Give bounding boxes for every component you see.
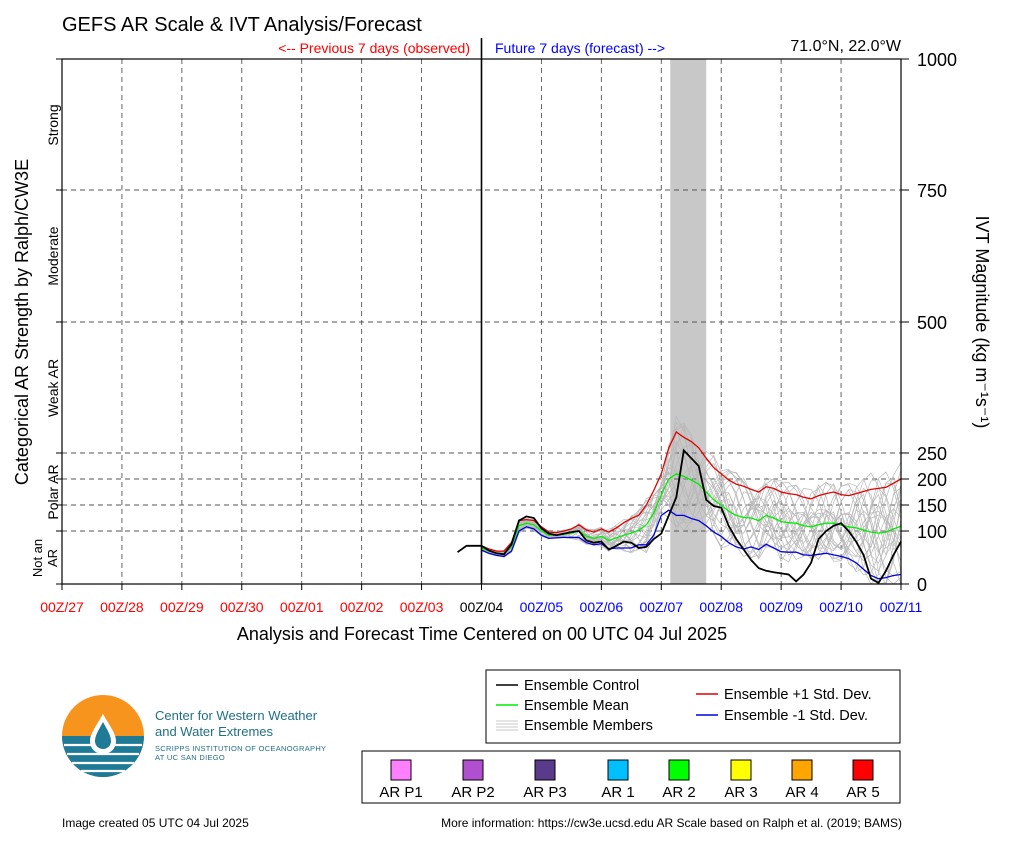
legend-mean-label: Ensemble Mean [524, 698, 629, 714]
ensemble-member-line [481, 450, 902, 563]
x-tick-label: 00Z/09 [759, 599, 803, 615]
x-tick-label: 00Z/10 [819, 599, 863, 615]
x-tick-label: 00Z/02 [340, 599, 384, 615]
location-label: 71.0°N, 22.0°W [790, 38, 902, 55]
ar-scale-swatch [390, 759, 412, 781]
logo-drop-inner [95, 722, 111, 749]
legend-members-swatch [496, 720, 518, 731]
x-tick-label: 00Z/27 [40, 599, 84, 615]
ensemble-minus-std-line [481, 509, 902, 580]
ar-scale-swatch [668, 759, 690, 781]
ensemble-control-line [456, 448, 902, 585]
logo-water [62, 736, 144, 777]
ar-scale-items: AR P1 AR P2 AR P3 AR 1 AR 2 AR 3 AR 4 AR 5 [379, 759, 880, 801]
cw3e-logo [62, 695, 144, 777]
ar-scale-legend: AR P1 AR P2 AR P3 AR 1 AR 2 AR 3 AR 4 AR 5 [361, 750, 901, 804]
org-name: Center for Western Weather and Water Ext… [155, 708, 317, 740]
x-tick-label: 00Z/07 [639, 599, 683, 615]
y-tick-label: 100 [917, 522, 947, 542]
category-label: Weak AR [45, 359, 61, 417]
ar-scale-label: AR P1 [379, 784, 422, 801]
x-axis-label: Analysis and Forecast Time Centered on 0… [237, 624, 727, 644]
x-tick-label: 00Z/08 [699, 599, 743, 615]
x-tick-label: 00Z/06 [580, 599, 624, 615]
left-axis-label: Categorical AR Strength by Ralph/CW3E [12, 159, 32, 485]
y-tick-label: 1000 [917, 50, 957, 70]
legend-plus-std-label: Ensemble +1 Std. Dev. [724, 687, 872, 703]
ensemble-legend-box [485, 669, 901, 744]
legend-minus-std-label: Ensemble -1 Std. Dev. [724, 708, 868, 724]
image-created-label: Image created 05 UTC 04 Jul 2025 [62, 816, 249, 830]
org-name-line2: and Water Extremes [155, 724, 274, 739]
ar-scale-label: AR 5 [846, 784, 879, 801]
y-tick-label: 500 [917, 313, 947, 333]
y-tick-label: 200 [917, 470, 947, 490]
ensemble-member-line [481, 415, 902, 585]
ar-scale-label: AR 3 [724, 784, 757, 801]
x-tick-label: 00Z/28 [100, 599, 144, 615]
org-name-line1: Center for Western Weather [155, 708, 318, 723]
category-label: Polar AR [45, 464, 61, 519]
x-tick-label: 00Z/04 [460, 599, 504, 615]
ar-scale-swatch [607, 759, 629, 781]
y-tick-label: 150 [917, 496, 947, 516]
ar-scale-label: AR P3 [523, 784, 566, 801]
chart-title: GEFS AR Scale & IVT Analysis/Forecast [62, 14, 422, 36]
y-tick-label: 250 [917, 444, 947, 464]
ar-scale-label: AR P2 [451, 784, 494, 801]
ar-scale-label: AR 1 [601, 784, 634, 801]
category-label-not-ar-line1: Not an [30, 539, 45, 577]
category-label: Moderate [45, 226, 61, 285]
category-label: Strong [45, 104, 61, 145]
ar-scale-swatch [462, 759, 484, 781]
org-sub-line1: SCRIPPS INSTITUTION OF OCEANOGRAPHY [155, 744, 327, 753]
ar-scale-swatch [791, 759, 813, 781]
x-tick-label: 00Z/29 [160, 599, 204, 615]
ensemble-member-line [481, 426, 902, 564]
ar-scale-swatch [730, 759, 752, 781]
x-tick-label: 00Z/01 [280, 599, 324, 615]
plot-layer: Strong Moderate Weak AR Polar AR Not an AR 00Z… [30, 38, 957, 615]
y-tick-label: 750 [917, 181, 947, 201]
x-tick-label: 00Z/05 [520, 599, 564, 615]
category-label-not-ar-line2: AR [45, 549, 60, 567]
ensemble-legend: Ensemble Control Ensemble Mean Ensemble … [485, 669, 901, 744]
ar-scale-label: AR 2 [662, 784, 695, 801]
right-axis-label: IVT Magnitude (kg m⁻¹s⁻¹) [972, 216, 992, 429]
ar-scale-swatch [534, 759, 556, 781]
ar-scale-swatch [852, 759, 874, 781]
more-info-link[interactable]: More information: https://cw3e.ucsd.edu … [441, 816, 902, 830]
ensemble-plus-std-line [481, 431, 902, 552]
ar-scale-label: AR 4 [785, 784, 818, 801]
legend-control-label: Ensemble Control [524, 678, 639, 694]
org-sub-line2: AT UC SAN DIEGO [155, 753, 226, 762]
x-tick-label: 00Z/03 [400, 599, 444, 615]
org-subtitle: SCRIPPS INSTITUTION OF OCEANOGRAPHY AT U… [155, 744, 326, 762]
ensemble-members [481, 415, 902, 585]
x-tick-label: 00Z/30 [220, 599, 264, 615]
ensemble-mean-line [481, 473, 902, 555]
legend-members-label: Ensemble Members [524, 718, 653, 734]
x-tick-label: 00Z/11 [880, 599, 923, 615]
future-days-label: Future 7 days (forecast) --> [495, 40, 665, 56]
y-tick-label: 0 [917, 575, 927, 595]
previous-days-label: <-- Previous 7 days (observed) [278, 40, 470, 56]
